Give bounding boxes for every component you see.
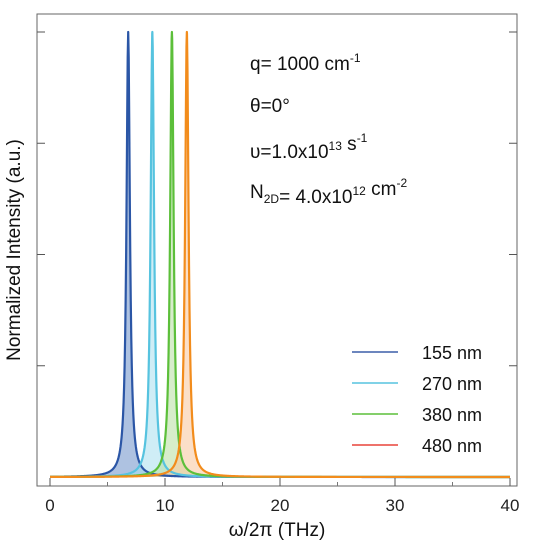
annotation-part: = 4.0x10 (279, 187, 352, 208)
annotation-part: 2D (264, 192, 280, 206)
annotation-part: -1 (350, 51, 361, 65)
annotation-part: cm (366, 179, 397, 200)
x-tick-label: 0 (45, 496, 54, 515)
annotation-part: 12 (353, 184, 367, 198)
legend-label: 380 nm (422, 405, 482, 425)
x-tick-label: 30 (386, 496, 405, 515)
annotation-part: -1 (357, 131, 368, 145)
annotation: υ=1.0x1013 s-1 (250, 131, 368, 163)
annotation-part: θ=0° (250, 96, 290, 117)
legend-label: 270 nm (422, 374, 482, 394)
legend-label: 155 nm (422, 343, 482, 363)
annotation-part: s (342, 134, 357, 155)
annotation-part: N (250, 182, 264, 203)
annotation-part: 13 (329, 139, 343, 153)
annotation-part: q= 1000 cm (250, 54, 350, 75)
series-line (49, 30, 511, 479)
annotation: θ=0° (250, 96, 290, 117)
plot-frame (36, 13, 518, 487)
x-tick-label: 40 (501, 496, 520, 515)
y-axis-label: Normalized Intensity (a.u.) (4, 139, 25, 361)
x-tick-label: 20 (271, 496, 290, 515)
legend: 155 nm 270 nm 380 nm 480 nm (352, 343, 482, 456)
annotation: N2D= 4.0x1012 cm-2 (250, 176, 407, 208)
annotation: q= 1000 cm-1 (250, 51, 361, 75)
x-axis-label: ω/2π (THz) (229, 520, 326, 541)
x-axis-ticks: 0 10 20 30 40 (45, 478, 519, 515)
annotation-part: -2 (396, 176, 407, 190)
legend-label: 480 nm (422, 436, 482, 456)
x-tick-label: 10 (156, 496, 175, 515)
annotation-part: υ=1.0x10 (250, 142, 329, 163)
series-lines (49, 30, 511, 479)
y-axis-ticks (37, 31, 517, 367)
